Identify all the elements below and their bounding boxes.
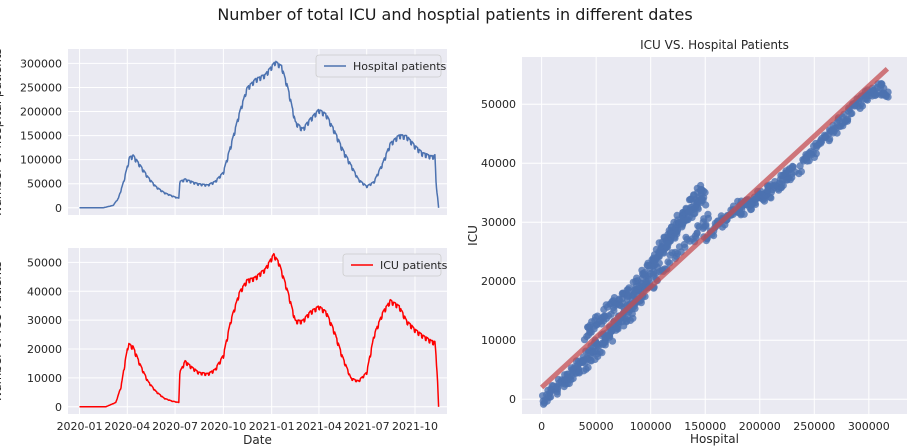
x-tick-label: 200000 bbox=[739, 420, 781, 433]
y-tick-label: 50000 bbox=[27, 256, 62, 269]
legend-box bbox=[342, 253, 442, 277]
scatter-point bbox=[690, 210, 698, 218]
scatter-point bbox=[672, 228, 680, 236]
scatter-point bbox=[694, 205, 702, 213]
scatter-point bbox=[666, 237, 674, 245]
scatter-point bbox=[836, 122, 845, 131]
y-tick-label: 0 bbox=[55, 202, 62, 215]
scatter-point bbox=[614, 325, 622, 333]
legend-box bbox=[315, 54, 442, 78]
scatter-point bbox=[574, 362, 582, 370]
y-tick-label: 300000 bbox=[20, 57, 62, 70]
scatter-point bbox=[704, 214, 713, 222]
y-tick-label: 150000 bbox=[20, 130, 62, 143]
scatter-point bbox=[812, 150, 820, 158]
x-tick-label: 2020-04 bbox=[104, 420, 150, 433]
y-tick-label: 10000 bbox=[27, 372, 62, 385]
scatter-point bbox=[761, 194, 769, 202]
scatter-point bbox=[847, 110, 855, 118]
y-tick-label: 30000 bbox=[27, 314, 62, 327]
y-tick-label: 100000 bbox=[20, 154, 62, 167]
scatter-point bbox=[681, 243, 689, 251]
scatter-point bbox=[693, 230, 701, 238]
icu-vs-hospital-panel: 0 50000 100000 150000 200000 250000 300000 0 100… bbox=[466, 38, 907, 446]
scatter-point bbox=[789, 163, 797, 171]
x-tick-label: 2021-10 bbox=[392, 420, 438, 433]
scatter-point bbox=[569, 374, 577, 383]
x-tick-label: 300000 bbox=[848, 420, 890, 433]
x-tick-label: 2020-07 bbox=[152, 420, 198, 433]
scatter-point bbox=[826, 135, 834, 143]
scatter-point bbox=[547, 393, 555, 401]
scatter-point bbox=[700, 193, 708, 201]
y-tick-label: 10000 bbox=[481, 334, 516, 347]
scatter-point bbox=[788, 173, 796, 182]
scatter-point bbox=[598, 349, 606, 357]
x-tick-label: 2020-01 bbox=[57, 420, 103, 433]
scatter-point bbox=[702, 221, 710, 229]
scatter-point bbox=[638, 280, 646, 288]
x-tick-label: 0 bbox=[538, 420, 545, 433]
x-tick-label: 250000 bbox=[793, 420, 835, 433]
x-tick-label: 2021-07 bbox=[344, 420, 390, 433]
x-tick-label: 150000 bbox=[684, 420, 726, 433]
figure-title: Number of total ICU and hosptial patient… bbox=[217, 5, 692, 24]
x-tick-label: 50000 bbox=[579, 420, 614, 433]
regression-line bbox=[539, 66, 890, 390]
scatter-point bbox=[797, 168, 806, 176]
y-tick-label: 20000 bbox=[481, 275, 516, 288]
scatter-point bbox=[584, 363, 592, 372]
legend-label: ICU patients bbox=[380, 259, 448, 272]
scatter-point bbox=[778, 180, 786, 188]
scatter-point bbox=[858, 102, 867, 110]
x-tick-label: 2020-10 bbox=[200, 420, 246, 433]
scatter-point bbox=[631, 305, 639, 313]
x-axis-label: Date bbox=[243, 433, 272, 447]
y-axis-label: Number of ICU Patients bbox=[0, 261, 4, 401]
legend-label: Hospital patients bbox=[353, 60, 447, 73]
panel-title: ICU VS. Hospital Patients bbox=[640, 38, 789, 52]
series-line bbox=[79, 60, 440, 209]
y-tick-label: 30000 bbox=[481, 216, 516, 229]
scatter-point bbox=[805, 157, 813, 165]
x-axis-label: Hospital bbox=[690, 432, 739, 446]
y-tick-label: 200000 bbox=[20, 106, 62, 119]
hospital-patients-panel: 0 50000 100000 150000 200000 250000 300000 Hosp… bbox=[0, 48, 447, 216]
scatter-point bbox=[702, 201, 710, 209]
y-axis-label: Number of hospital patients bbox=[0, 48, 4, 216]
y-axis-label: ICU bbox=[466, 225, 480, 246]
scatter-point bbox=[650, 262, 658, 270]
scatter-point bbox=[619, 299, 627, 307]
y-tick-label: 50000 bbox=[27, 178, 62, 191]
x-tick-label: 2021-01 bbox=[249, 420, 295, 433]
y-tick-label: 40000 bbox=[481, 157, 516, 170]
scatter-point bbox=[641, 268, 649, 277]
scatter-point bbox=[553, 388, 561, 396]
y-tick-label: 40000 bbox=[27, 285, 62, 298]
series-line bbox=[79, 252, 440, 408]
y-tick-label: 20000 bbox=[27, 343, 62, 356]
scatter-point bbox=[740, 210, 748, 218]
y-tick-label: 250000 bbox=[20, 81, 62, 94]
scatter-point bbox=[629, 314, 637, 322]
y-tick-label: 0 bbox=[55, 401, 62, 414]
scatter-point bbox=[748, 201, 756, 209]
x-tick-label: 100000 bbox=[630, 420, 672, 433]
scatter-point bbox=[608, 337, 617, 345]
icu-patients-panel: 2020-01 2020-04 2020-07 2020-10 2021-01 2021-… bbox=[0, 248, 448, 447]
y-tick-label: 50000 bbox=[481, 98, 516, 111]
scatter-point bbox=[844, 115, 852, 123]
scatter-point bbox=[767, 188, 776, 196]
scatter-point bbox=[884, 93, 892, 101]
x-tick-label: 2021-04 bbox=[296, 420, 342, 433]
y-tick-label: 0 bbox=[509, 393, 516, 406]
